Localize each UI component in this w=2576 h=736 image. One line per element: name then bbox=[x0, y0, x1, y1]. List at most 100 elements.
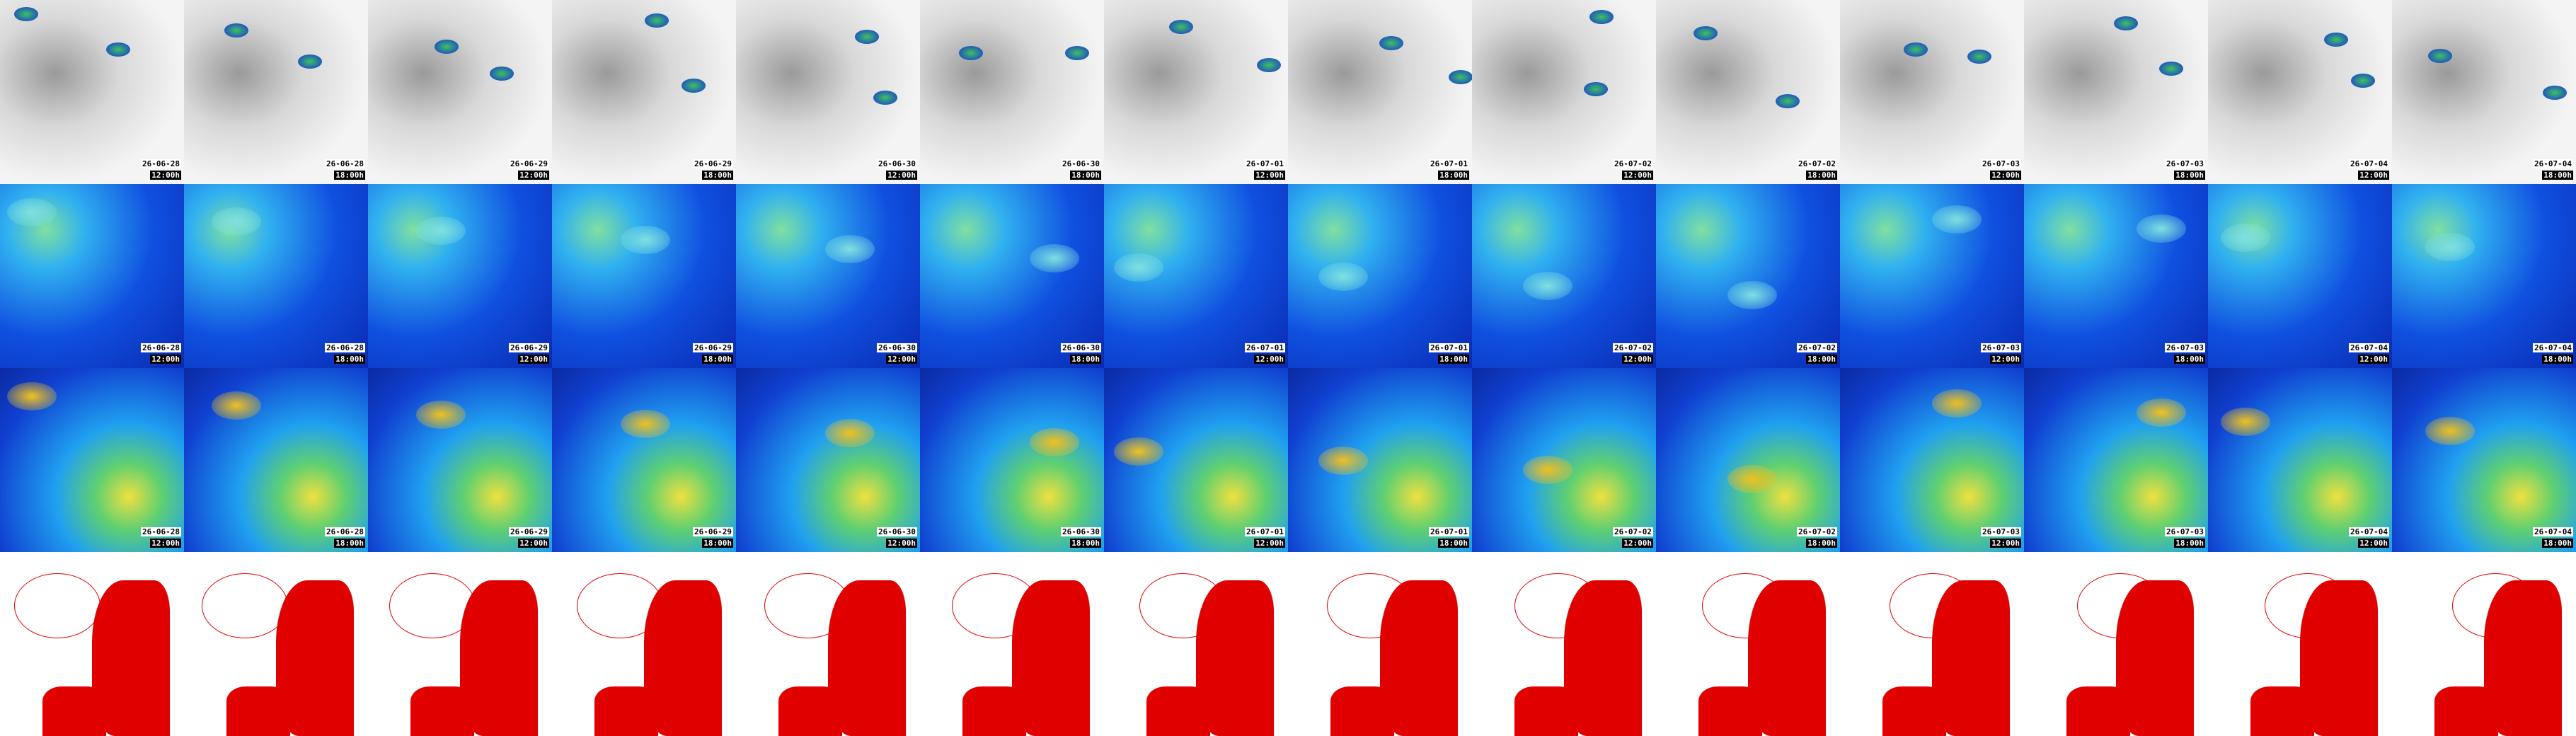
date-label: 26-06-29 bbox=[509, 527, 549, 536]
date-label: 26-06-28 bbox=[141, 343, 181, 352]
map-panel bbox=[2024, 552, 2208, 736]
map-panel: 26-07-03 12:00h bbox=[1840, 368, 2024, 552]
date-label: 26-06-30 bbox=[877, 159, 917, 168]
wind-feature bbox=[212, 207, 261, 236]
date-label: 26-06-29 bbox=[693, 527, 733, 536]
isobar bbox=[14, 573, 100, 638]
isobar bbox=[952, 573, 1038, 638]
date-label: 26-07-04 bbox=[2533, 527, 2573, 536]
map-panel bbox=[1472, 552, 1656, 736]
map-panel: 26-07-03 18:00h bbox=[2024, 184, 2208, 368]
wind-feature bbox=[2221, 224, 2270, 252]
map-panel: 26-07-01 18:00h bbox=[1288, 368, 1472, 552]
time-label: 18:00h bbox=[2542, 355, 2573, 364]
map-panel: 26-07-02 12:00h bbox=[1472, 0, 1656, 184]
wind-feature bbox=[2221, 408, 2270, 436]
map-panel bbox=[552, 552, 736, 736]
map-panel: 26-07-01 12:00h bbox=[1104, 0, 1288, 184]
isobar bbox=[1890, 573, 1976, 638]
wind-feature bbox=[1114, 253, 1163, 282]
wind-feature bbox=[416, 217, 466, 245]
land-mass bbox=[226, 686, 290, 736]
map-panel: 26-07-02 18:00h bbox=[1656, 368, 1840, 552]
map-panel: 26-06-30 18:00h bbox=[920, 184, 1104, 368]
time-label: 18:00h bbox=[1438, 171, 1469, 180]
date-label: 26-06-30 bbox=[877, 343, 917, 352]
isobar bbox=[389, 573, 476, 638]
wind-feature bbox=[1318, 447, 1368, 475]
time-label: 18:00h bbox=[1806, 355, 1837, 364]
map-panel: 26-07-03 12:00h bbox=[1840, 184, 2024, 368]
wind-feature bbox=[1030, 428, 1079, 456]
precip-area bbox=[1065, 46, 1089, 60]
date-label: 26-06-30 bbox=[1061, 343, 1101, 352]
wind-feature bbox=[1523, 456, 1572, 484]
wind-feature bbox=[1727, 465, 1777, 493]
precip-area bbox=[1257, 58, 1281, 72]
wind-feature bbox=[1727, 281, 1777, 309]
date-label: 26-06-29 bbox=[693, 159, 733, 168]
time-label: 18:00h bbox=[1070, 171, 1101, 180]
map-panel bbox=[2392, 552, 2576, 736]
precip-area bbox=[1904, 42, 1928, 57]
land-mass bbox=[594, 686, 658, 736]
time-label: 12:00h bbox=[1254, 171, 1285, 180]
date-label: 26-06-28 bbox=[141, 527, 181, 536]
precip-area bbox=[1584, 82, 1608, 96]
isobar bbox=[1702, 573, 1788, 638]
wind-feature bbox=[2137, 398, 2186, 427]
isobar bbox=[2077, 573, 2163, 638]
precip-area bbox=[298, 54, 322, 69]
wind-feature bbox=[1523, 272, 1572, 300]
map-panel: 26-06-29 12:00h bbox=[368, 0, 552, 184]
date-label: 26-07-03 bbox=[1981, 343, 2021, 352]
date-label: 26-06-28 bbox=[141, 159, 181, 168]
precip-area bbox=[106, 42, 130, 57]
map-panel: 26-06-29 12:00h bbox=[368, 368, 552, 552]
land-mass bbox=[42, 686, 106, 736]
map-panel bbox=[368, 552, 552, 736]
precip-area bbox=[1694, 26, 1718, 40]
precip-area bbox=[224, 23, 248, 38]
map-panel: 26-07-02 12:00h bbox=[1472, 368, 1656, 552]
map-panel: 26-06-30 12:00h bbox=[736, 368, 920, 552]
map-panel bbox=[2208, 552, 2392, 736]
time-label: 12:00h bbox=[2358, 355, 2389, 364]
time-label: 18:00h bbox=[1070, 539, 1101, 548]
wind-feature bbox=[825, 235, 875, 263]
date-label: 26-07-01 bbox=[1429, 343, 1469, 352]
precip-area bbox=[490, 67, 514, 81]
isobar bbox=[1139, 573, 1226, 638]
map-panel: 26-06-30 18:00h bbox=[920, 368, 1104, 552]
wind-feature bbox=[2425, 417, 2475, 445]
precip-area bbox=[855, 30, 879, 44]
precip-area bbox=[1379, 36, 1403, 50]
date-label: 26-07-02 bbox=[1797, 159, 1837, 168]
land-mass bbox=[2250, 686, 2314, 736]
time-label: 12:00h bbox=[518, 171, 549, 180]
date-label: 26-06-29 bbox=[693, 343, 733, 352]
precip-area bbox=[2543, 86, 2567, 100]
map-panel: 26-07-01 18:00h bbox=[1288, 0, 1472, 184]
precip-area bbox=[14, 7, 38, 21]
map-panel: 26-07-03 18:00h bbox=[2024, 0, 2208, 184]
time-label: 12:00h bbox=[518, 355, 549, 364]
map-panel bbox=[0, 552, 184, 736]
land-mass bbox=[1698, 686, 1762, 736]
map-panel: 26-07-01 12:00h bbox=[1104, 368, 1288, 552]
time-label: 12:00h bbox=[1254, 539, 1285, 548]
map-panel: 26-07-04 18:00h bbox=[2392, 0, 2576, 184]
map-panel bbox=[1656, 552, 1840, 736]
map-panel: 26-07-03 18:00h bbox=[2024, 368, 2208, 552]
precip-area bbox=[435, 40, 459, 54]
map-panel bbox=[920, 552, 1104, 736]
map-panel: 26-07-01 18:00h bbox=[1288, 184, 1472, 368]
date-label: 26-06-28 bbox=[325, 343, 365, 352]
map-panel: 26-06-30 12:00h bbox=[736, 184, 920, 368]
precip-area bbox=[2114, 16, 2138, 30]
time-label: 18:00h bbox=[1438, 355, 1469, 364]
date-label: 26-07-02 bbox=[1797, 527, 1837, 536]
map-panel: 26-06-29 12:00h bbox=[368, 184, 552, 368]
map-panel bbox=[1840, 552, 2024, 736]
wind-feature bbox=[2137, 214, 2186, 243]
